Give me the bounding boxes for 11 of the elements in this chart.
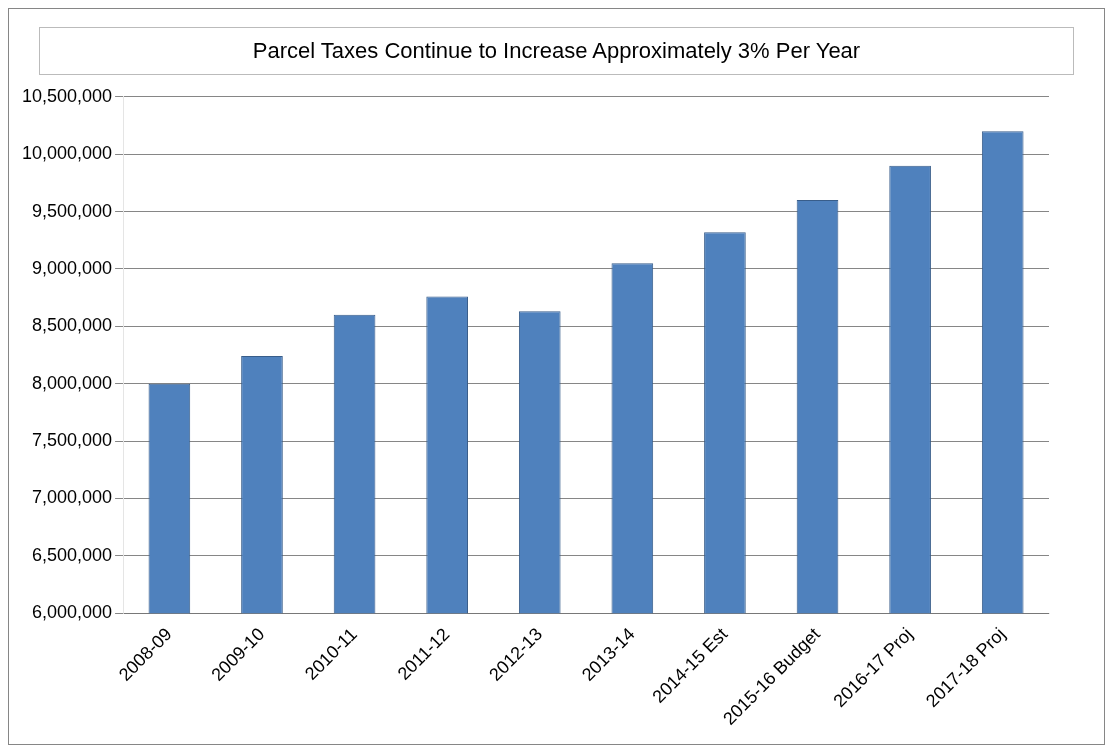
y-tick-label: 8,500,000 [32, 315, 113, 336]
chart-title: Parcel Taxes Continue to Increase Approximately 3% Per Year [39, 27, 1074, 75]
y-tick-label: 7,000,000 [32, 487, 113, 508]
y-tick-label: 8,000,000 [32, 372, 113, 393]
y-tick-label: 6,500,000 [32, 544, 113, 565]
y-tick-label: 10,500,000 [21, 85, 113, 106]
y-tick-label: 9,000,000 [32, 257, 113, 278]
y-tick-label: 10,000,000 [21, 143, 113, 164]
y-tick-label: 9,500,000 [32, 200, 113, 221]
y-tick-label: 7,500,000 [32, 430, 113, 450]
y-tick-label: 6,000,000 [32, 602, 113, 623]
